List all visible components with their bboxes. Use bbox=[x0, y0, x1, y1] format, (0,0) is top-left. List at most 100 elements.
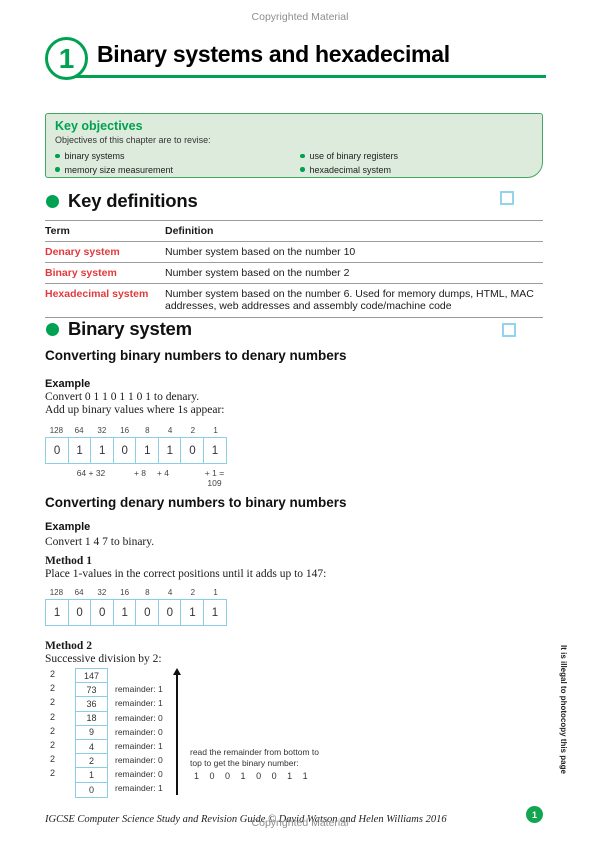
divisor: 2 bbox=[50, 754, 56, 764]
bit-cell: 0 bbox=[90, 599, 115, 626]
table-row: Hexadecimal system Number system based o… bbox=[45, 283, 543, 317]
subheading-denary-to-binary: Converting denary numbers to binary numb… bbox=[45, 495, 347, 510]
term-cell: Binary system bbox=[45, 266, 117, 279]
table-header-row: Term Definition bbox=[45, 220, 543, 241]
place-value: 4 bbox=[167, 588, 173, 597]
remainder-label: remainder: 1 bbox=[115, 741, 163, 751]
page-number-badge: 1 bbox=[526, 806, 543, 823]
place-value: 4 bbox=[167, 426, 173, 435]
remainder-label: remainder: 0 bbox=[115, 713, 163, 723]
bit-cell: 0 bbox=[67, 599, 92, 626]
bit-cell: 0 bbox=[112, 437, 137, 464]
bit-cell: 1 bbox=[202, 599, 227, 626]
bullet-icon bbox=[300, 153, 305, 159]
divisor: 2 bbox=[50, 768, 56, 778]
bit-cell: 1 bbox=[202, 437, 227, 464]
place-value: 1 bbox=[213, 426, 218, 435]
chapter-underline bbox=[66, 75, 546, 78]
chapter-number-badge: 1 bbox=[45, 37, 88, 80]
remainder-label: remainder: 0 bbox=[115, 727, 163, 737]
key-objectives-title: Key objectives bbox=[55, 119, 143, 133]
method2-text: Successive division by 2: bbox=[45, 653, 162, 665]
place-value: 16 bbox=[120, 426, 130, 435]
section-binary-system: Binary system bbox=[46, 318, 192, 340]
read-remainder-note: read the remainder from bottom to top to… bbox=[190, 747, 319, 768]
place-value: 1 bbox=[213, 588, 218, 597]
example-label: Example bbox=[45, 521, 91, 533]
definitions-table: Term Definition Denary system Number sys… bbox=[45, 220, 543, 318]
place-value: 2 bbox=[190, 588, 196, 597]
copyrighted-material-top: Copyrighted Material bbox=[251, 11, 349, 23]
sum-annotations: 64 + 32 + 8 + 4 + 1 = 109 bbox=[45, 468, 227, 488]
bit-cell: 1 bbox=[180, 599, 205, 626]
objective-label: hexadecimal system bbox=[309, 164, 392, 175]
divisor: 2 bbox=[50, 669, 56, 679]
bit-cell: 1 bbox=[45, 599, 70, 626]
remainder-label: remainder: 0 bbox=[115, 769, 163, 779]
example-text: Add up binary values where 1s appear: bbox=[45, 404, 225, 416]
bit-cell: 0 bbox=[135, 599, 160, 626]
column-header-definition: Definition bbox=[165, 224, 214, 237]
remainder-label: remainder: 1 bbox=[115, 783, 163, 793]
objective-item: use of binary registers bbox=[300, 151, 398, 161]
up-arrow-head-icon bbox=[172, 668, 181, 675]
bit-cell: 0 bbox=[157, 599, 182, 626]
objective-item: memory size measurement bbox=[55, 165, 300, 175]
quotient-cell: 9 bbox=[76, 726, 107, 740]
binary-result: 1 0 0 1 0 0 1 1 bbox=[194, 771, 308, 781]
bit-cell: 1 bbox=[112, 599, 137, 626]
section-heading: Binary system bbox=[68, 318, 192, 339]
definition-cell: Number system based on the number 6. Use… bbox=[165, 287, 534, 313]
result-bit: 1 bbox=[240, 771, 246, 781]
place-value: 2 bbox=[190, 426, 196, 435]
table-row: Binary system Number system based on the… bbox=[45, 262, 543, 283]
quotient-cell: 147 bbox=[76, 669, 107, 684]
example-label: Example bbox=[45, 378, 91, 390]
quotient-cell: 1 bbox=[76, 768, 107, 783]
place-value: 32 bbox=[97, 588, 107, 597]
section-heading: Key definitions bbox=[68, 190, 198, 211]
quotient-cell: 18 bbox=[76, 712, 107, 726]
divisor: 2 bbox=[50, 697, 56, 707]
place-value: 64 bbox=[74, 588, 84, 597]
copyrighted-material-bottom: Copyrighted Material bbox=[251, 817, 349, 829]
bullet-icon bbox=[300, 167, 305, 172]
remainder-label: remainder: 1 bbox=[115, 698, 163, 708]
revision-checkbox[interactable] bbox=[500, 191, 514, 205]
objective-label: use of binary registers bbox=[309, 151, 399, 161]
bit-cells-row: 0 1 1 0 1 1 0 1 bbox=[45, 437, 227, 464]
result-bit: 1 bbox=[194, 771, 200, 781]
subheading-binary-to-denary: Converting binary numbers to denary numb… bbox=[45, 348, 347, 363]
revision-checkbox[interactable] bbox=[502, 323, 516, 337]
objective-label: memory size measurement bbox=[64, 164, 174, 175]
quotient-cell: 73 bbox=[76, 683, 107, 698]
place-value: 16 bbox=[120, 588, 130, 597]
quotient-cell: 0 bbox=[88, 784, 94, 795]
objective-item: hexadecimal system bbox=[300, 165, 398, 175]
term-cell: Hexadecimal system bbox=[45, 287, 149, 300]
key-objectives-box: Key objectives Objectives of this chapte… bbox=[45, 113, 543, 178]
sum-part: + 4 bbox=[156, 468, 170, 478]
divisor: 2 bbox=[50, 712, 56, 722]
bit-cell: 1 bbox=[157, 437, 182, 464]
method1-label: Method 1 bbox=[45, 555, 92, 567]
footer-book-title: IGCSE Computer Science Study and Revisio… bbox=[45, 814, 447, 825]
sum-part: + 1 = 109 bbox=[204, 468, 225, 488]
quotient-stack: 147 73 36 18 9 4 2 1 0 bbox=[75, 668, 108, 798]
column-header-term: Term bbox=[45, 224, 70, 237]
example-text: Convert 1 4 7 to binary. bbox=[45, 536, 155, 548]
binary-table-1: 128 64 32 16 8 4 2 1 0 1 1 0 1 1 0 1 64 … bbox=[45, 426, 227, 488]
binary-table-2: 128 64 32 16 8 4 2 1 1 0 0 1 0 0 1 1 bbox=[45, 588, 227, 626]
definition-cell: Number system based on the number 10 bbox=[165, 245, 356, 258]
quotient-cell: 2 bbox=[76, 754, 107, 769]
quotient-cell: 4 bbox=[76, 740, 107, 755]
bit-cell: 0 bbox=[45, 437, 70, 464]
remainder-label: remainder: 1 bbox=[115, 684, 163, 694]
place-value: 128 bbox=[49, 588, 64, 597]
bit-cells-row: 1 0 0 1 0 0 1 1 bbox=[45, 599, 227, 626]
bullet-icon bbox=[55, 153, 60, 159]
result-bit: 0 bbox=[209, 771, 215, 781]
up-arrow-icon bbox=[176, 674, 178, 795]
place-value: 32 bbox=[97, 426, 107, 435]
term-cell: Denary system bbox=[45, 245, 120, 258]
